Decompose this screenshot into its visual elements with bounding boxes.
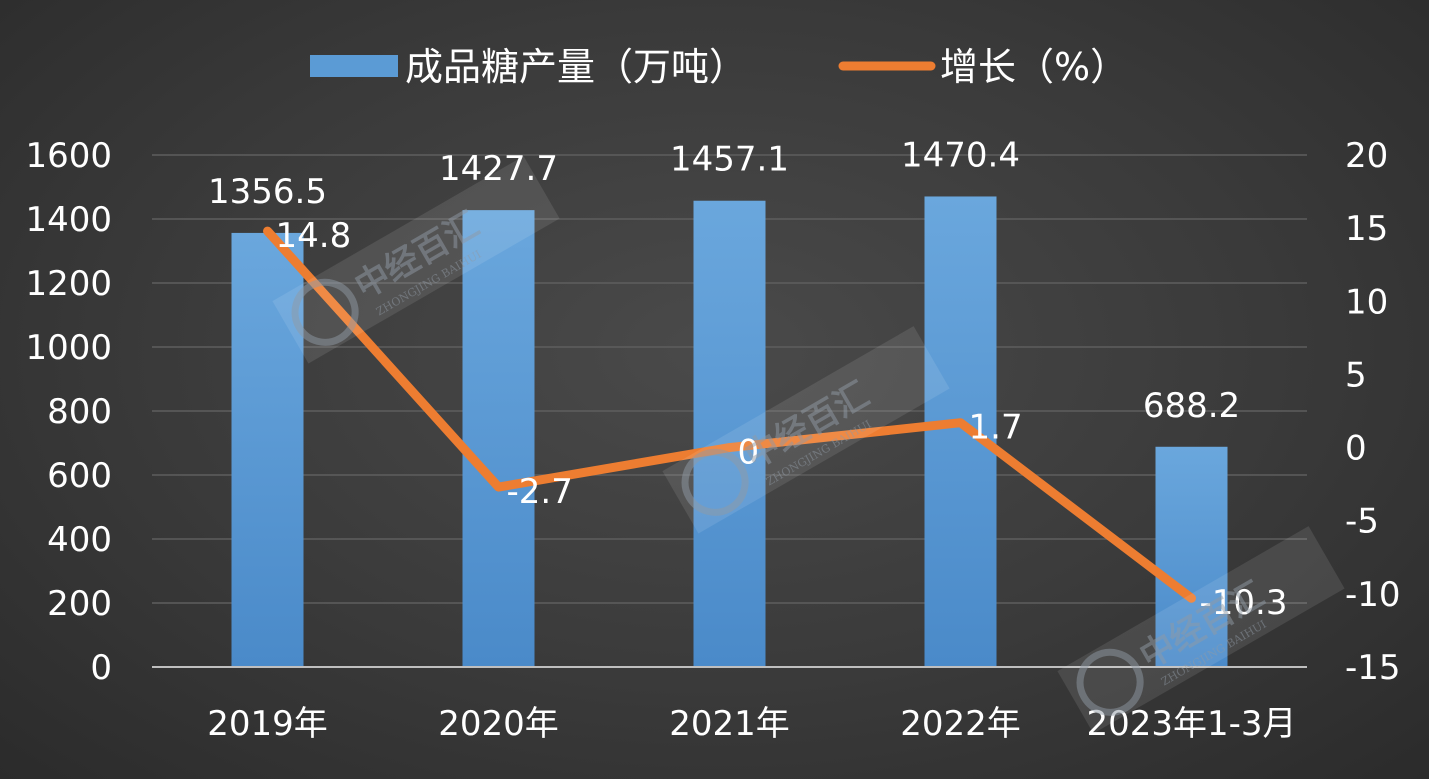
line-data-label: 14.8 bbox=[276, 216, 352, 256]
line-data-label: -2.7 bbox=[507, 472, 573, 512]
x-axis-ticks: 2019年 2020年 2021年 2022年 2023年1-3月 bbox=[207, 704, 1296, 744]
legend-swatch-bar bbox=[310, 55, 398, 77]
bar bbox=[462, 210, 535, 668]
bar-data-label: 1356.5 bbox=[208, 172, 327, 212]
left-tick-label: 800 bbox=[47, 392, 112, 432]
bar-data-labels: 1356.5 1427.7 1457.1 1470.4 688.2 bbox=[208, 135, 1240, 425]
right-axis-ticks: -15 -10 -5 0 5 10 15 20 bbox=[1345, 136, 1401, 688]
x-tick-label: 2022年 bbox=[900, 704, 1021, 744]
line-data-label: 1.7 bbox=[969, 408, 1023, 448]
line-data-label: -10.3 bbox=[1200, 583, 1288, 623]
left-tick-label: 200 bbox=[47, 584, 112, 624]
right-tick-label: 15 bbox=[1345, 209, 1388, 249]
right-tick-label: -5 bbox=[1345, 502, 1379, 542]
line-data-label: 0 bbox=[738, 433, 760, 473]
bar-data-label: 1457.1 bbox=[670, 140, 789, 180]
left-tick-label: 600 bbox=[47, 456, 112, 496]
right-tick-label: 5 bbox=[1345, 355, 1367, 395]
watermark-logo-icon bbox=[1076, 648, 1144, 716]
bar-series bbox=[231, 196, 1228, 668]
left-axis-ticks: 0 200 400 600 800 1000 1200 1400 1600 bbox=[25, 136, 112, 688]
right-tick-label: 10 bbox=[1345, 282, 1388, 322]
left-tick-label: 0 bbox=[90, 648, 112, 688]
bar-data-label: 688.2 bbox=[1143, 386, 1240, 426]
left-tick-label: 1600 bbox=[25, 136, 112, 176]
x-tick-label: 2021年 bbox=[669, 704, 790, 744]
x-tick-label: 2020年 bbox=[438, 704, 559, 744]
legend: 成品糖产量（万吨） 增长（%） bbox=[310, 45, 1128, 89]
legend-label-line: 增长（%） bbox=[940, 45, 1128, 89]
left-tick-label: 400 bbox=[47, 520, 112, 560]
right-tick-label: -10 bbox=[1345, 575, 1401, 615]
left-tick-label: 1000 bbox=[25, 328, 112, 368]
bar bbox=[693, 200, 766, 667]
right-tick-label: 0 bbox=[1345, 429, 1367, 469]
left-tick-label: 1400 bbox=[25, 200, 112, 240]
watermark-logo-icon bbox=[291, 278, 359, 346]
right-tick-label: 20 bbox=[1345, 136, 1388, 176]
left-tick-label: 1200 bbox=[25, 264, 112, 304]
bar-data-label: 1427.7 bbox=[439, 149, 558, 189]
bar bbox=[924, 196, 997, 668]
watermark-band bbox=[272, 156, 560, 364]
x-tick-label: 2019年 bbox=[207, 704, 328, 744]
watermark-band bbox=[1057, 526, 1345, 734]
right-tick-label: -15 bbox=[1345, 648, 1401, 688]
bar-data-label: 1470.4 bbox=[901, 135, 1020, 175]
bar bbox=[231, 232, 304, 668]
watermark-logo-icon bbox=[681, 448, 749, 516]
legend-label-bar: 成品糖产量（万吨） bbox=[405, 45, 747, 89]
watermark-band bbox=[662, 326, 950, 534]
line-series bbox=[263, 226, 1196, 603]
bar bbox=[1155, 446, 1228, 667]
line-data-labels: 14.8 -2.7 0 1.7 -10.3 bbox=[276, 216, 1288, 623]
